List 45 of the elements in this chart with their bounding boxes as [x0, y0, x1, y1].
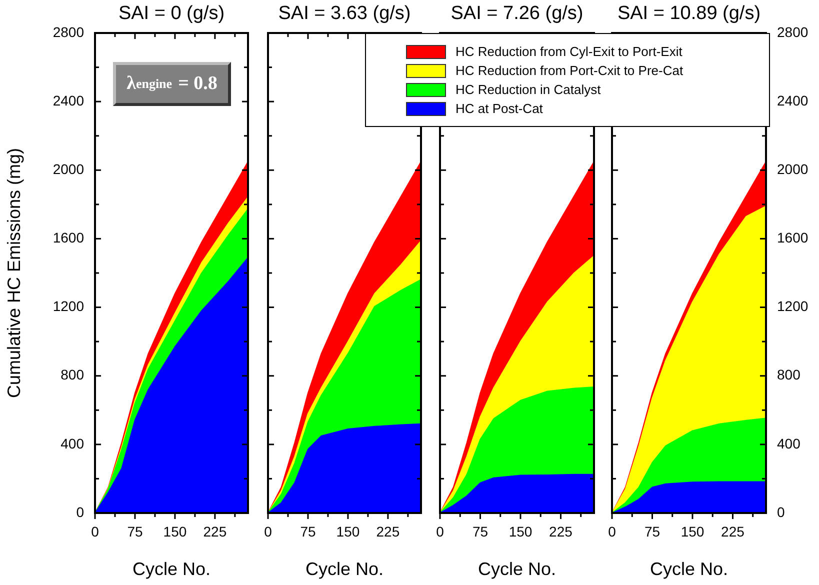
chart-title: SAI = 7.26 (g/s)	[450, 3, 584, 25]
y-tick-label: 0	[777, 504, 785, 520]
x-tick-label: 0	[436, 523, 444, 540]
x-axis-title: Cycle No.	[305, 559, 384, 580]
x-tick-label: 150	[336, 523, 360, 540]
chart-title: SAI = 3.63 (g/s)	[277, 3, 412, 25]
legend-label: HC Reduction in Catalyst	[456, 82, 601, 97]
legend-label: HC Reduction from Port-Cxit to Pre-Cat	[456, 63, 684, 78]
y-tick-label: 800	[777, 366, 801, 383]
y-tick-label: 400	[60, 435, 84, 452]
x-axis-title: Cycle No.	[650, 559, 728, 580]
y-tick-label: 2000	[52, 161, 84, 177]
x-tick-label: 0	[91, 523, 100, 540]
y-tick-label: 2400	[777, 92, 808, 108]
x-tick-label: 225	[721, 523, 745, 540]
x-tick-label: 75	[300, 523, 316, 540]
x-tick-label: 75	[127, 523, 143, 540]
y-tick-label: 0	[76, 504, 84, 520]
x-tick-label: 0	[264, 523, 272, 540]
y-tick-label: 2800	[777, 24, 808, 40]
y-tick-label: 1200	[777, 298, 808, 314]
x-tick-label: 75	[644, 523, 660, 540]
x-tick-label: 150	[680, 523, 704, 540]
x-tick-label: 0	[608, 523, 616, 540]
y-tick-label: 2000	[777, 161, 808, 177]
y-tick-label: 400	[777, 435, 801, 452]
x-tick-label: 225	[203, 523, 227, 540]
x-axis-title: Cycle No.	[132, 559, 211, 580]
legend-label: HC Reduction from Cyl-Exit to Port-Exit	[456, 44, 682, 59]
chart-title: SAI = 10.89 (g/s)	[616, 3, 762, 25]
x-axis-title: Cycle No.	[478, 559, 556, 580]
y-axis-title: Cumulative HC Emissions (mg)	[4, 148, 24, 398]
x-tick-label: 150	[508, 523, 532, 540]
x-tick-label: 75	[472, 523, 488, 540]
y-tick-label: 1600	[777, 230, 808, 246]
y-tick-label: 800	[60, 366, 84, 383]
x-tick-label: 225	[549, 523, 573, 540]
x-tick-label: 225	[376, 523, 400, 540]
y-tick-label: 2800	[52, 24, 84, 40]
x-tick-label: 150	[163, 523, 187, 540]
y-tick-label: 2400	[52, 92, 84, 108]
y-tick-label: 1600	[52, 230, 84, 246]
legend-label: HC at Post-Cat	[456, 101, 543, 116]
chart-title: SAI = 0 (g/s)	[117, 3, 226, 25]
y-tick-label: 1200	[52, 298, 84, 314]
